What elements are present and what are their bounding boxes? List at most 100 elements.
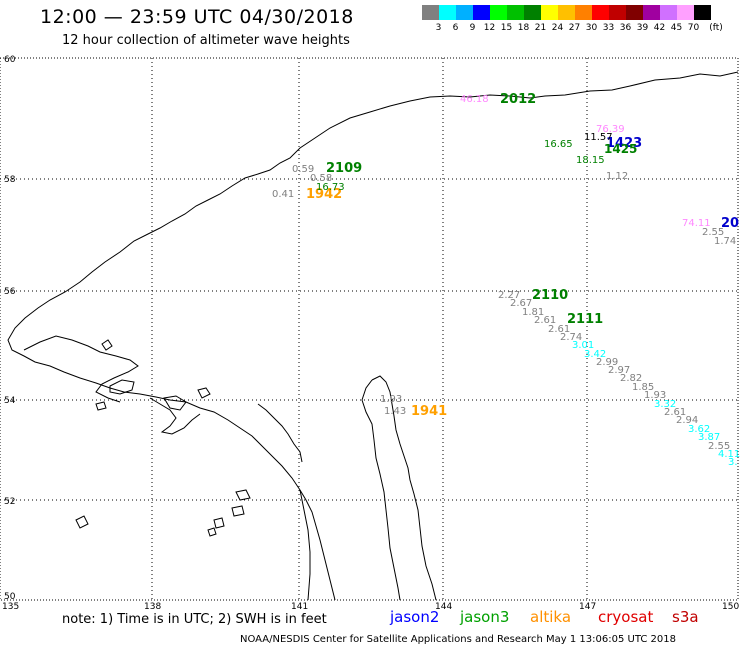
wave-height-value: 16.65 bbox=[544, 139, 573, 150]
wave-height-value: 16.73 bbox=[316, 182, 345, 193]
wave-height-value: 2.99 bbox=[596, 357, 618, 368]
coastline-mainland bbox=[7, 71, 739, 601]
scale-label: 21 bbox=[534, 23, 547, 33]
lon-label: 141 bbox=[291, 602, 308, 612]
legend-s3a: s3a bbox=[672, 608, 699, 626]
wave-height-value: 3.42 bbox=[584, 349, 606, 360]
scale-swatch bbox=[609, 5, 626, 20]
scale-label: 42 bbox=[653, 23, 666, 33]
pass-time-label: 1941 bbox=[411, 404, 447, 419]
scale-swatch bbox=[677, 5, 694, 20]
scale-label: 6 bbox=[452, 23, 459, 33]
scale-swatch bbox=[694, 5, 711, 20]
lat-label: 52 bbox=[4, 497, 15, 507]
wave-height-values: 46.18 76.39 11.57 16.65 18.15 1.12 0.59 … bbox=[272, 94, 740, 468]
wave-height-value: 0.59 bbox=[292, 164, 314, 175]
wave-height-value: 74.11 bbox=[682, 218, 711, 229]
scale-swatch bbox=[507, 5, 524, 20]
scale-swatch bbox=[422, 5, 439, 20]
scale-label: 45 bbox=[670, 23, 683, 33]
wave-height-value: 2.27 bbox=[498, 290, 520, 301]
scale-label: 12 bbox=[483, 23, 496, 33]
pass-time-label: 1425 bbox=[604, 142, 637, 156]
pass-time-label: 1423 bbox=[606, 136, 642, 151]
legend-cryosat: cryosat bbox=[598, 608, 654, 626]
wave-height-value: 1.81 bbox=[522, 307, 544, 318]
wave-height-value: 2.61 bbox=[534, 315, 556, 326]
wave-height-value: 3. bbox=[728, 457, 738, 468]
scale-unit: (ft) bbox=[709, 23, 723, 33]
wave-height-value: 3.01 bbox=[572, 340, 594, 351]
wave-height-value: 1.43 bbox=[384, 406, 406, 417]
lon-label: 150 bbox=[722, 602, 739, 612]
scale-label: 33 bbox=[602, 23, 615, 33]
scale-label: 24 bbox=[551, 23, 564, 33]
pass-time-label: 2111 bbox=[567, 312, 603, 327]
scale-swatch bbox=[558, 5, 575, 20]
lat-label: 56 bbox=[4, 287, 16, 297]
wave-height-value: 76.39 bbox=[596, 124, 625, 135]
wave-height-value: 1.12 bbox=[606, 171, 628, 182]
wave-height-value: 2.61 bbox=[664, 407, 686, 418]
coastline-bay bbox=[257, 403, 303, 463]
wave-height-value: 2.94 bbox=[676, 415, 698, 426]
wave-height-value: 2.82 bbox=[620, 373, 642, 384]
graticule bbox=[0, 58, 738, 600]
map-frame bbox=[0, 57, 739, 601]
footer-credit: NOAA/NESDIS Center for Satellite Applica… bbox=[240, 634, 676, 645]
scale-label: 39 bbox=[636, 23, 649, 33]
scale-label: 27 bbox=[568, 23, 581, 33]
wave-height-value: 18.15 bbox=[576, 155, 605, 166]
scale-swatch bbox=[541, 5, 558, 20]
lat-label: 60 bbox=[4, 55, 16, 65]
lon-label: 135 bbox=[2, 602, 19, 612]
map-title: 12:00 — 23:59 UTC 04/30/2018 bbox=[40, 6, 354, 28]
wave-height-value: 3.32 bbox=[654, 399, 676, 410]
scale-label: 30 bbox=[585, 23, 598, 33]
coastline-estuary bbox=[299, 489, 311, 601]
pass-time-label: 2109 bbox=[326, 161, 362, 176]
wave-height-value: 2.55 bbox=[708, 441, 730, 452]
pass-time-label: 2110 bbox=[532, 288, 568, 303]
lat-label: 58 bbox=[4, 175, 16, 185]
islands bbox=[75, 339, 251, 537]
scale-swatch bbox=[626, 5, 643, 20]
wave-height-value: 46.18 bbox=[460, 94, 489, 105]
wave-height-value: 1.85 bbox=[632, 382, 654, 393]
scale-swatch bbox=[592, 5, 609, 20]
scale-label: 9 bbox=[469, 23, 476, 33]
scale-swatch bbox=[524, 5, 541, 20]
scale-swatch bbox=[643, 5, 660, 20]
wave-height-value: 0.41 bbox=[272, 189, 294, 200]
wave-height-value: 1.74 bbox=[714, 236, 736, 247]
scale-swatch bbox=[473, 5, 490, 20]
wave-height-value: 1.93 bbox=[644, 390, 666, 401]
lon-label: 147 bbox=[579, 602, 596, 612]
scale-swatch bbox=[439, 5, 456, 20]
wave-height-value: 1.93 bbox=[380, 394, 402, 405]
wave-height-value: 0.58 bbox=[310, 173, 332, 184]
legend-altika: altika bbox=[530, 608, 572, 626]
legend-jason2: jason2 bbox=[390, 608, 440, 626]
scale-label: 70 bbox=[687, 23, 700, 33]
pass-time-label: 1942 bbox=[306, 187, 342, 202]
scale-label: 18 bbox=[517, 23, 530, 33]
wave-height-value: 3.87 bbox=[698, 432, 720, 443]
legend-jason3: jason3 bbox=[460, 608, 510, 626]
wave-height-value: 2.97 bbox=[608, 365, 630, 376]
scale-swatch bbox=[456, 5, 473, 20]
wave-height-value: 4.11 bbox=[718, 449, 740, 460]
scale-swatch bbox=[575, 5, 592, 20]
scale-label: 36 bbox=[619, 23, 632, 33]
wave-height-value: 3.62 bbox=[688, 424, 710, 435]
wave-height-value: 2.61 bbox=[548, 324, 570, 335]
lat-label: 54 bbox=[4, 396, 16, 406]
wave-height-value: 2.55 bbox=[702, 227, 724, 238]
scale-swatch bbox=[660, 5, 677, 20]
coastline-sakhalin bbox=[361, 375, 437, 601]
wave-height-value: 11.57 bbox=[584, 132, 613, 143]
wave-height-value: 2.67 bbox=[510, 298, 532, 309]
map-subtitle: 12 hour collection of altimeter wave hei… bbox=[62, 33, 350, 48]
scale-swatch bbox=[490, 5, 507, 20]
